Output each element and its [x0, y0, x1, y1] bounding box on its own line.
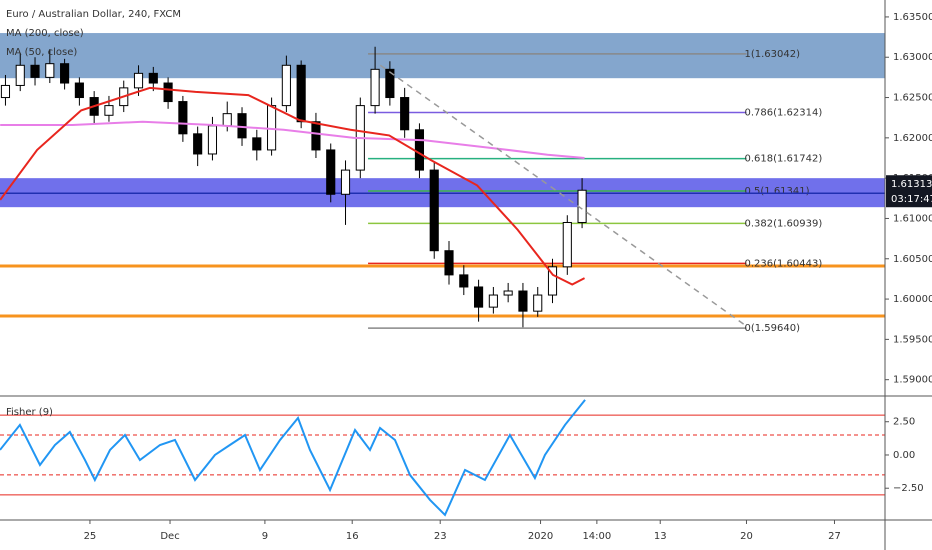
- candle-body: [518, 290, 528, 312]
- candle-body: [281, 64, 291, 107]
- candle-body: [533, 294, 543, 312]
- y-tick-label: 1.62500: [893, 93, 932, 104]
- candle-body: [547, 266, 558, 296]
- candle-body: [340, 169, 351, 195]
- candle-body: [503, 290, 513, 296]
- y-tick-label: 1.59500: [893, 334, 932, 345]
- y-tick-label: 1.59000: [893, 375, 932, 386]
- y-tick-label: 1.60000: [893, 294, 932, 305]
- candle-body: [0, 84, 11, 99]
- fib-label: 1(1.63042): [744, 49, 800, 60]
- fisher-plot: [0, 399, 885, 517]
- candle-body: [296, 64, 306, 123]
- candle-body: [74, 82, 84, 99]
- y-tick-label: 0.00: [893, 450, 915, 461]
- candle-body: [178, 101, 188, 135]
- fib-label: 0.786(1.62314): [744, 108, 822, 119]
- fib-label: 0.236(1.60443): [744, 258, 822, 269]
- y-tick-label: 1.60500: [893, 254, 932, 265]
- candle-body: [148, 72, 158, 84]
- x-tick-label: 25: [84, 531, 97, 542]
- candle-body: [45, 63, 55, 78]
- x-tick-label: 9: [262, 531, 268, 542]
- fib-label: 0(1.59640): [744, 323, 800, 334]
- y-tick-label: 1.62000: [893, 133, 932, 144]
- candle-body: [163, 82, 173, 103]
- indicator-title: Fisher (9): [6, 407, 53, 418]
- candle-body: [444, 250, 454, 276]
- candle-body: [562, 221, 572, 268]
- y-tick-label: 1.61000: [893, 213, 932, 224]
- fib-label: 0.618(1.61742): [744, 154, 822, 165]
- candle-body: [474, 286, 484, 308]
- fib-label: 0.5(1.61341): [744, 186, 809, 197]
- candle-body: [429, 169, 439, 252]
- x-tick-label: 20: [740, 531, 753, 542]
- legend-entry: MA (50, close): [6, 47, 77, 58]
- candle-body: [370, 68, 380, 107]
- candle-body: [60, 63, 70, 84]
- candle-body: [400, 97, 410, 131]
- candle-body: [459, 274, 469, 288]
- x-tick-label: 13: [654, 531, 667, 542]
- line-series: [0, 120, 585, 159]
- main-plot: 1(1.63042) 0.786(1.62314) 0.618(1.61742) 0.…: [0, 33, 885, 334]
- candle-body: [385, 68, 395, 99]
- y-tick-label: 1.63000: [893, 52, 932, 63]
- x-tick-label: 14:00: [582, 531, 611, 542]
- zone: [0, 33, 885, 79]
- candle-body: [15, 64, 25, 86]
- x-tick-label: 27: [828, 531, 841, 542]
- candle-body: [311, 121, 321, 151]
- price-tag-bg: [886, 175, 932, 208]
- countdown-label: 03:17:47: [891, 194, 932, 205]
- x-tick-label: 23: [434, 531, 447, 542]
- y-tick-label: 1.63500: [893, 12, 932, 23]
- candle-body: [207, 125, 218, 155]
- candle-body: [252, 137, 262, 151]
- x-tick-label: 2020: [528, 531, 553, 542]
- candle-body: [193, 133, 203, 155]
- candle-body: [414, 129, 425, 171]
- fib-label: 0.382(1.60939): [744, 218, 822, 229]
- candle-body: [104, 105, 114, 116]
- candle-body: [30, 64, 40, 78]
- trend-line: [379, 64, 746, 326]
- candle-body: [133, 72, 144, 89]
- chart-title: Euro / Australian Dollar, 240, FXCM: [6, 9, 181, 20]
- x-tick-label: Dec: [160, 531, 179, 542]
- legend-entry: MA (200, close): [6, 28, 84, 39]
- last-price-label: 1.61313: [891, 179, 932, 190]
- x-tick-label: 16: [346, 531, 359, 542]
- y-tick-label: 2.50: [893, 417, 915, 428]
- candle-body: [222, 113, 232, 127]
- line-series: [0, 86, 586, 286]
- candle-body: [326, 149, 336, 195]
- candle-body: [488, 294, 498, 308]
- line-series: [0, 399, 586, 517]
- y-tick-label: −2.50: [893, 483, 924, 494]
